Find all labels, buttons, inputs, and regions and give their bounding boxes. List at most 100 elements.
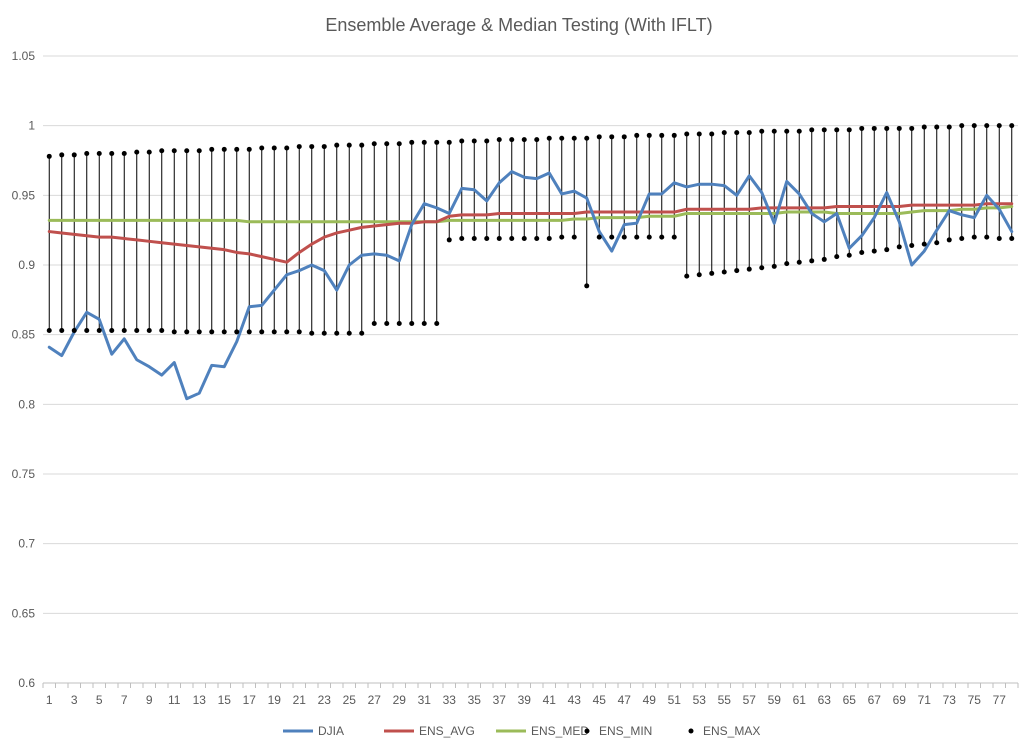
point-ens-min <box>971 234 977 240</box>
x-tick-label: 37 <box>493 693 507 707</box>
point-ens-min <box>484 236 490 242</box>
x-tick-label: 15 <box>218 693 232 707</box>
point-ens-min <box>234 329 240 335</box>
x-tick-label: 29 <box>393 693 407 707</box>
point-ens-max <box>146 149 152 155</box>
point-ens-max <box>534 137 540 143</box>
point-ens-max <box>221 146 227 152</box>
x-tick-label: 65 <box>843 693 857 707</box>
point-ens-max <box>209 146 215 152</box>
point-ens-max <box>509 137 515 143</box>
x-tick-label: 9 <box>146 693 153 707</box>
point-ens-min <box>846 252 852 258</box>
y-tick-label: 0.8 <box>18 397 35 411</box>
point-ens-max <box>859 125 865 131</box>
point-ens-min <box>246 329 252 335</box>
x-tick-label: 71 <box>918 693 932 707</box>
point-ens-max <box>984 123 990 129</box>
point-ens-min <box>646 234 652 240</box>
y-tick-label: 0.7 <box>18 537 35 551</box>
point-ens-min <box>209 329 215 335</box>
point-ens-min <box>309 330 315 336</box>
x-tick-label: 57 <box>743 693 757 707</box>
point-ens-min <box>334 330 340 336</box>
x-tick-label: 1 <box>46 693 53 707</box>
x-tick-label: 3 <box>71 693 78 707</box>
point-ens-min <box>259 329 265 335</box>
point-ens-min <box>534 236 540 242</box>
x-tick-label: 25 <box>343 693 357 707</box>
point-ens-min <box>284 329 290 335</box>
point-ens-max <box>684 131 690 137</box>
x-tick-label: 33 <box>443 693 457 707</box>
point-ens-min <box>996 236 1002 242</box>
point-ens-min <box>796 259 802 265</box>
point-ens-min <box>96 327 102 333</box>
legend-label-ens-max: ENS_MAX <box>703 724 760 738</box>
point-ens-min <box>59 327 65 333</box>
point-ens-max <box>471 138 477 144</box>
point-ens-min <box>984 234 990 240</box>
min-max-range-lines <box>48 125 1013 334</box>
point-ens-min <box>134 327 140 333</box>
x-tick-label: 63 <box>818 693 832 707</box>
point-ens-min <box>421 321 427 327</box>
point-ens-min <box>959 236 965 242</box>
point-ens-min <box>809 258 815 264</box>
x-tick-label: 23 <box>318 693 332 707</box>
point-ens-max <box>784 128 790 134</box>
point-ens-min <box>671 234 677 240</box>
point-ens-min <box>396 321 402 327</box>
point-ens-max <box>396 141 402 147</box>
y-tick-label: 0.95 <box>12 188 36 202</box>
point-ens-max <box>734 130 740 136</box>
point-ens-min <box>409 321 415 327</box>
y-tick-label: 0.9 <box>18 258 35 272</box>
point-ens-max <box>446 139 452 145</box>
point-ens-min <box>496 236 502 242</box>
x-tick-label: 13 <box>193 693 207 707</box>
point-ens-max <box>884 125 890 131</box>
x-tick-label: 75 <box>968 693 982 707</box>
point-ens-min <box>621 234 627 240</box>
point-ens-max <box>434 139 440 145</box>
point-ens-min <box>896 244 902 250</box>
point-ens-max <box>96 151 102 157</box>
point-ens-max <box>546 135 552 141</box>
point-ens-max <box>371 141 377 147</box>
point-ens-max <box>46 153 52 159</box>
point-ens-min <box>946 237 952 243</box>
point-ens-min <box>109 327 115 333</box>
point-ens-min <box>146 327 152 333</box>
x-tick-label: 27 <box>368 693 382 707</box>
point-ens-max <box>671 132 677 138</box>
x-tick-label: 41 <box>543 693 557 707</box>
x-tick-label: 49 <box>643 693 657 707</box>
x-tick-label: 51 <box>668 693 682 707</box>
point-ens-max <box>584 135 590 141</box>
point-ens-max <box>771 128 777 134</box>
point-ens-min <box>921 241 927 247</box>
x-tick-label: 43 <box>568 693 582 707</box>
min-max-markers <box>46 123 1015 336</box>
point-ens-max <box>921 124 927 130</box>
point-ens-min <box>184 329 190 335</box>
point-ens-max <box>334 142 340 148</box>
x-tick-label: 39 <box>518 693 532 707</box>
point-ens-max <box>484 138 490 144</box>
point-ens-min <box>859 249 865 255</box>
point-ens-max <box>934 124 940 130</box>
point-ens-max <box>259 145 265 151</box>
point-ens-max <box>834 127 840 133</box>
point-ens-min <box>759 265 765 271</box>
point-ens-max <box>459 138 465 144</box>
series-ens-med <box>47 204 1014 224</box>
point-ens-min <box>359 330 365 336</box>
point-ens-min <box>171 329 177 335</box>
point-ens-min <box>271 329 277 335</box>
point-ens-min <box>71 327 77 333</box>
point-ens-min <box>384 321 390 327</box>
point-ens-max <box>409 139 415 145</box>
